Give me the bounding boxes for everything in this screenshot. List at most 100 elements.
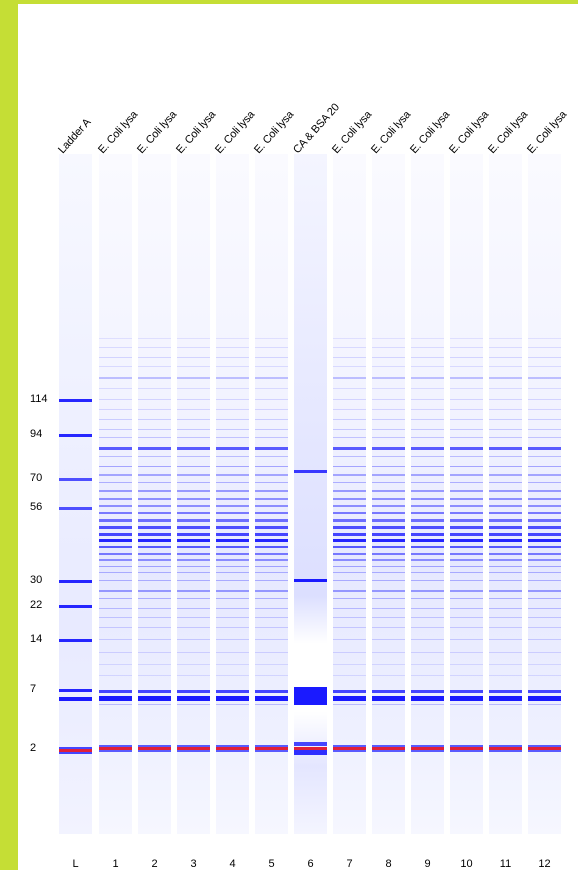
gel-band bbox=[528, 747, 561, 750]
gel-band bbox=[450, 409, 483, 410]
gel-band bbox=[333, 466, 366, 467]
gel-band bbox=[333, 590, 366, 592]
gel-band bbox=[138, 566, 171, 567]
gel-band bbox=[216, 357, 249, 358]
gel-band bbox=[372, 675, 405, 676]
gel-band bbox=[528, 533, 561, 536]
gel-band bbox=[255, 553, 288, 555]
gel-band bbox=[138, 347, 171, 348]
gel-band bbox=[333, 490, 366, 492]
gel-band bbox=[450, 608, 483, 609]
gel-band bbox=[372, 474, 405, 476]
lane-id: 1 bbox=[112, 858, 119, 870]
gel-band bbox=[177, 572, 210, 573]
gel-band bbox=[99, 590, 132, 592]
gel-band bbox=[411, 338, 444, 339]
gel-band bbox=[411, 409, 444, 410]
gel-band bbox=[99, 546, 132, 548]
gel-band bbox=[255, 505, 288, 507]
gel-band bbox=[372, 590, 405, 592]
gel-band bbox=[372, 409, 405, 410]
gel-band bbox=[489, 750, 522, 752]
gel-band bbox=[138, 429, 171, 430]
gel-band bbox=[372, 447, 405, 450]
gel-band bbox=[177, 580, 210, 581]
gel-band bbox=[177, 519, 210, 522]
gel-band bbox=[255, 590, 288, 592]
gel-band bbox=[138, 498, 171, 500]
gel-band bbox=[177, 704, 210, 705]
lane-header: E. Coli lysa bbox=[96, 108, 141, 156]
gel-band bbox=[99, 399, 132, 400]
gel-band bbox=[333, 652, 366, 653]
gel-band bbox=[333, 456, 366, 457]
gel-band bbox=[528, 750, 561, 752]
gel-band bbox=[411, 696, 444, 701]
gel-band bbox=[255, 498, 288, 500]
gel-band bbox=[489, 553, 522, 555]
gel-band bbox=[255, 608, 288, 609]
ladder-marker-label: 7 bbox=[30, 683, 37, 695]
gel-band bbox=[372, 566, 405, 567]
gel-band bbox=[216, 388, 249, 389]
gel-band bbox=[255, 466, 288, 467]
gel-band bbox=[411, 566, 444, 567]
gel-band bbox=[177, 690, 210, 693]
lane-header: Ladder A bbox=[56, 116, 94, 156]
gel-band bbox=[177, 617, 210, 618]
gel-band bbox=[138, 553, 171, 555]
gel-band bbox=[372, 419, 405, 420]
ladder-marker-label: 56 bbox=[30, 501, 43, 513]
gel-band bbox=[450, 690, 483, 693]
gel-band bbox=[177, 399, 210, 400]
gel-band bbox=[489, 745, 522, 747]
gel-band bbox=[528, 704, 561, 705]
gel-band bbox=[138, 437, 171, 438]
gel-band bbox=[450, 498, 483, 500]
gel-band bbox=[411, 466, 444, 467]
gel-band bbox=[216, 366, 249, 367]
gel-band bbox=[411, 498, 444, 500]
gel-band bbox=[450, 627, 483, 628]
gel-band bbox=[138, 366, 171, 367]
gel-band bbox=[99, 690, 132, 693]
gel-band bbox=[138, 338, 171, 339]
gel-band bbox=[138, 533, 171, 536]
gel-band bbox=[138, 505, 171, 507]
gel-band bbox=[489, 664, 522, 665]
gel-band bbox=[59, 749, 92, 752]
gel-band bbox=[216, 747, 249, 750]
gel-band bbox=[528, 490, 561, 492]
gel-band bbox=[59, 478, 92, 481]
gel-band bbox=[177, 498, 210, 500]
ladder-marker-label: 14 bbox=[30, 633, 43, 645]
gel-band bbox=[333, 747, 366, 750]
gel-band bbox=[255, 539, 288, 542]
gel-band bbox=[216, 690, 249, 693]
gel-band bbox=[138, 409, 171, 410]
gel-band bbox=[216, 466, 249, 467]
gel-band bbox=[411, 675, 444, 676]
gel-band bbox=[138, 546, 171, 548]
gel-band bbox=[216, 696, 249, 701]
gel-band bbox=[528, 437, 561, 438]
gel-band bbox=[411, 366, 444, 367]
ladder-marker-label: 114 bbox=[30, 393, 48, 405]
gel-band bbox=[216, 498, 249, 500]
gel-band bbox=[372, 388, 405, 389]
gel-lane-7 bbox=[333, 154, 366, 834]
gel-band bbox=[372, 745, 405, 747]
gel-band bbox=[489, 388, 522, 389]
gel-band bbox=[372, 366, 405, 367]
gel-band bbox=[372, 704, 405, 705]
gel-lane-6 bbox=[294, 154, 327, 834]
gel-band bbox=[450, 512, 483, 514]
gel-band bbox=[372, 747, 405, 750]
gel-band bbox=[528, 429, 561, 430]
gel-band bbox=[99, 409, 132, 410]
gel-band bbox=[489, 347, 522, 348]
gel-band bbox=[99, 652, 132, 653]
gel-band bbox=[489, 474, 522, 476]
gel-band bbox=[216, 553, 249, 555]
